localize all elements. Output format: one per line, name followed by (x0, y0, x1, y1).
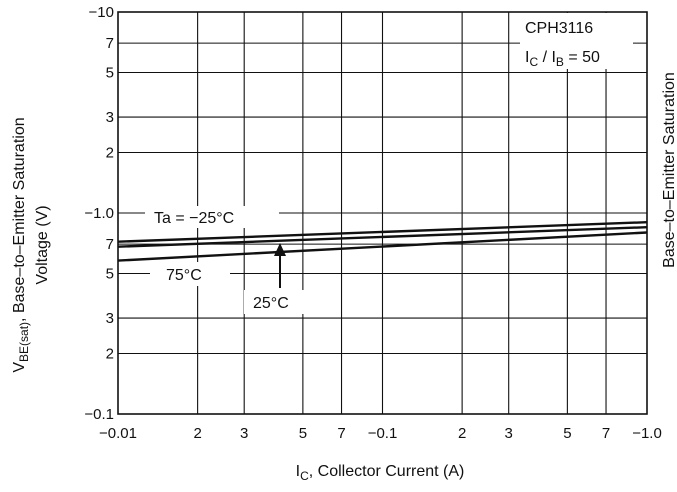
x-tick-label: 5 (563, 425, 571, 442)
y-tick-label: 2 (106, 144, 114, 161)
y-tick-label: 5 (106, 266, 114, 283)
y-tick-label: −10 (89, 4, 114, 21)
x-tick-label: −1.0 (632, 425, 662, 442)
y-tick-label: 2 (106, 345, 114, 362)
plot-frame (117, 11, 648, 415)
x-tick-label: 7 (337, 425, 345, 442)
series-line-2 (117, 231, 648, 262)
x-title-sub: C (300, 469, 309, 483)
y-axis-title-line2: Voltage (V) (34, 205, 51, 284)
condition-ic-sub: C (529, 55, 538, 69)
grid (118, 12, 647, 414)
series-line-0 (117, 221, 648, 243)
x-tick-label: 3 (505, 425, 513, 442)
x-tick-label: −0.01 (99, 425, 137, 442)
y-tick-label: 7 (106, 236, 114, 253)
y-title-main: V (11, 362, 28, 373)
condition-rest: = 50 (564, 49, 600, 66)
y-title-sub: BE(sat) (17, 322, 31, 362)
y-tick-label: 3 (106, 310, 114, 327)
label-75-bg (150, 262, 230, 286)
x-axis-title: IC, Collector Current (A) (296, 463, 465, 483)
x-tick-label: 7 (602, 425, 610, 442)
x-tick-label: 2 (458, 425, 466, 442)
ta-label-bg (145, 206, 279, 228)
condition-ib-sub: B (556, 55, 564, 69)
label-25-bg (244, 290, 314, 314)
x-tick-label: 3 (240, 425, 248, 442)
arrow-head-icon (274, 243, 286, 256)
y-tick-label: 3 (106, 109, 114, 126)
y-tick-label: −1.0 (84, 205, 114, 222)
legend-box (520, 13, 633, 69)
series-lines (117, 221, 648, 262)
device-label: CPH3116 (525, 20, 593, 37)
x-title-rest: , Collector Current (A) (309, 463, 465, 480)
condition-ic-main: I (525, 49, 529, 66)
series-label-minus25: Ta = −25°C (154, 210, 234, 227)
x-tick-label: −0.1 (368, 425, 398, 442)
series-line-1 (117, 226, 648, 248)
x-tick-label: 2 (193, 425, 201, 442)
condition-label: IC / IB = 50 (525, 49, 600, 69)
adjacent-chart-ylabel: Base–to–Emitter Saturation (661, 72, 677, 268)
y-title-rest: , Base–to–Emitter Saturation (11, 117, 28, 322)
x-tick-labels: −0.01 −0.1 −1.0 2 3 5 7 2 3 5 7 (99, 425, 662, 442)
y-tick-label: 5 (106, 65, 114, 82)
y-axis-title-line1: VBE(sat), Base–to–Emitter Saturation (11, 117, 31, 372)
y-tick-label: 7 (106, 35, 114, 52)
series-label-75: 75°C (166, 267, 202, 284)
x-title-main: I (296, 463, 300, 480)
y-tick-labels: −0.1 −1.0 −10 2 3 5 7 2 3 5 7 (84, 4, 114, 423)
x-tick-label: 5 (299, 425, 307, 442)
series-label-25: 25°C (253, 295, 289, 312)
y-tick-label: −0.1 (84, 406, 114, 423)
condition-mid: / I (538, 49, 556, 66)
